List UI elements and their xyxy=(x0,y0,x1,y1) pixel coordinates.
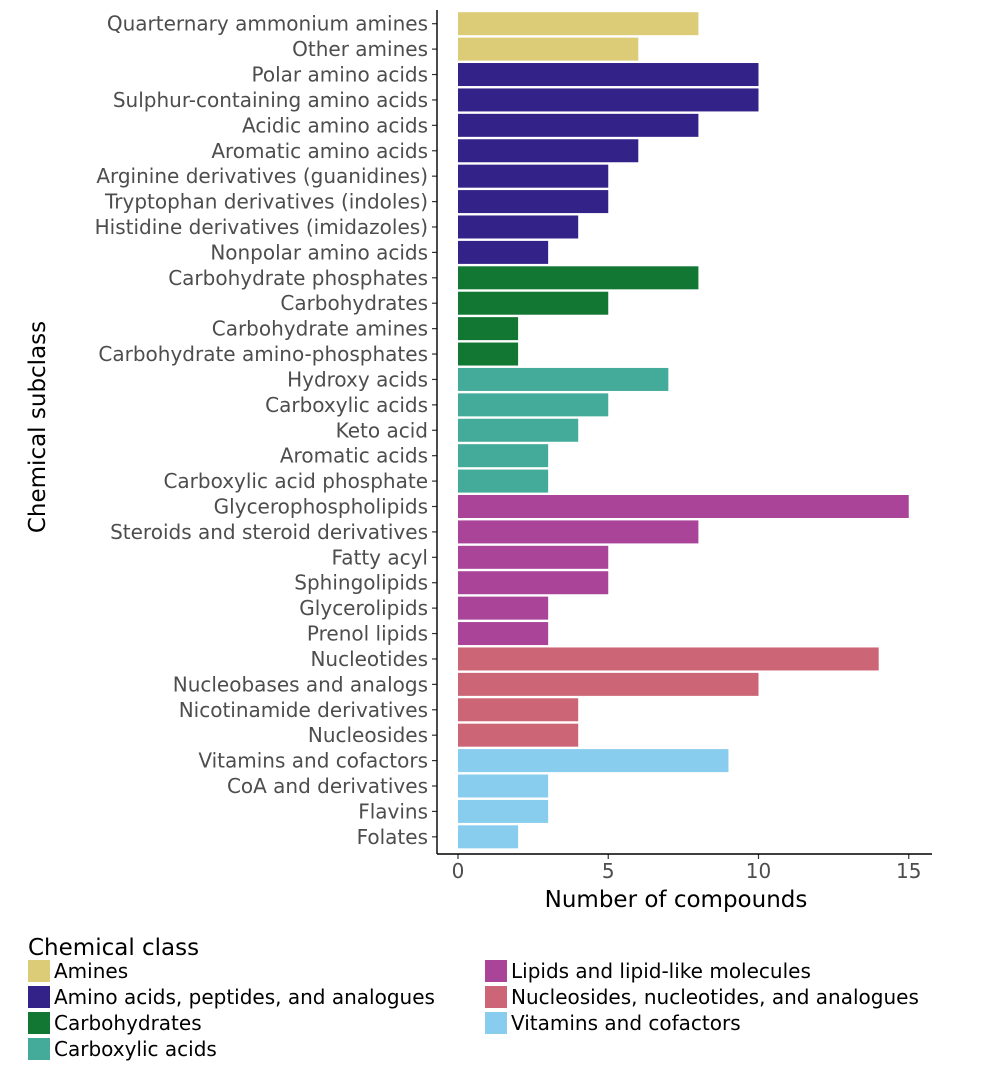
y-tick-label: Carboxylic acid phosphate xyxy=(163,469,428,493)
bar xyxy=(458,723,579,747)
bar xyxy=(458,240,549,264)
y-tick-label: Vitamins and cofactors xyxy=(198,749,428,773)
y-tick-label: CoA and derivatives xyxy=(227,774,428,798)
bar xyxy=(458,647,879,671)
bar xyxy=(458,164,609,188)
y-tick-label: Other amines xyxy=(292,37,428,61)
x-axis-title: Number of compounds xyxy=(545,887,808,913)
y-tick-label: Aromatic amino acids xyxy=(211,139,428,163)
legend-swatch xyxy=(28,1012,50,1034)
bar xyxy=(458,444,549,468)
legend-swatch xyxy=(28,960,50,982)
y-tick-label: Nonpolar amino acids xyxy=(210,240,428,264)
y-tick-label: Carbohydrate amines xyxy=(212,317,428,341)
y-tick-label: Carbohydrate amino-phosphates xyxy=(98,342,428,366)
x-axis: 0 5 10 15 xyxy=(452,854,921,883)
bar xyxy=(458,37,639,61)
y-tick-label: Carbohydrates xyxy=(280,291,428,315)
bars xyxy=(458,12,909,849)
legend-label: Carboxylic acids xyxy=(54,1037,217,1061)
bar xyxy=(458,596,549,620)
y-tick-label: Glycerolipids xyxy=(299,596,428,620)
bar xyxy=(458,367,669,391)
bar xyxy=(458,12,699,36)
bar xyxy=(458,342,519,366)
y-axis-title: Chemical subclass xyxy=(25,321,51,533)
y-tick-label: Sphingolipids xyxy=(294,571,428,595)
y-tick-label: Glycerophospholipids xyxy=(214,495,428,519)
bar xyxy=(458,749,729,773)
bar xyxy=(458,520,699,544)
legend-label: Vitamins and cofactors xyxy=(511,1011,741,1035)
legend-label: Amino acids, peptides, and analogues xyxy=(54,985,435,1009)
bar xyxy=(458,215,579,239)
y-tick-label: Carbohydrate phosphates xyxy=(168,266,428,290)
legend-label: Amines xyxy=(54,959,128,983)
bar xyxy=(458,63,759,87)
y-tick-label: Aromatic acids xyxy=(280,444,428,468)
y-tick-label: Acidic amino acids xyxy=(242,113,428,137)
y-tick-label: Flavins xyxy=(358,799,428,823)
x-tick-label: 15 xyxy=(896,859,921,883)
x-tick-label: 5 xyxy=(602,859,615,883)
legend-swatch xyxy=(28,986,50,1008)
y-tick-label: Keto acid xyxy=(336,418,428,442)
x-tick-label: 0 xyxy=(452,859,465,883)
bar xyxy=(458,698,579,722)
y-tick-label: Quarternary ammonium amines xyxy=(107,12,428,36)
bar xyxy=(458,495,909,518)
bar xyxy=(458,88,759,112)
y-tick-label: Nucleobases and analogs xyxy=(173,672,428,696)
y-tick-label: Polar amino acids xyxy=(252,63,428,87)
bar xyxy=(458,622,549,646)
legend-swatch xyxy=(485,960,507,982)
bar xyxy=(458,672,759,696)
bar xyxy=(458,571,609,595)
y-tick-label: Hydroxy acids xyxy=(287,367,428,391)
bar xyxy=(458,291,609,315)
bar xyxy=(458,317,519,341)
y-tick-label: Nicotinamide derivatives xyxy=(179,698,428,722)
bar xyxy=(458,774,549,798)
y-tick-label: Fatty acyl xyxy=(332,545,428,569)
bar xyxy=(458,139,639,163)
bar xyxy=(458,113,699,137)
y-tick-label: Sulphur-containing amino acids xyxy=(113,88,428,112)
y-tick-label: Nucleotides xyxy=(310,647,428,671)
y-tick-label: Prenol lipids xyxy=(307,622,428,646)
bar xyxy=(458,393,609,417)
bar xyxy=(458,825,519,849)
x-tick-label: 10 xyxy=(746,859,771,883)
bar xyxy=(458,418,579,442)
y-tick-label: Carboxylic acids xyxy=(265,393,428,417)
legend-label: Carbohydrates xyxy=(54,1011,202,1035)
bar xyxy=(458,266,699,290)
y-tick-label: Steroids and steroid derivatives xyxy=(110,520,428,544)
y-tick-label: Nucleosides xyxy=(308,723,428,747)
legend-swatch xyxy=(485,986,507,1008)
bar xyxy=(458,469,549,493)
legend-label: Nucleosides, nucleotides, and analogues xyxy=(511,985,919,1009)
legend-label: Lipids and lipid-like molecules xyxy=(511,959,811,983)
y-tick-label: Arginine derivatives (guanidines) xyxy=(96,164,428,188)
legend-title: Chemical class xyxy=(28,935,199,961)
y-tick-label: Tryptophan derivatives (indoles) xyxy=(104,190,428,214)
legend-swatch xyxy=(28,1038,50,1060)
legend-swatch xyxy=(485,1012,507,1034)
bar xyxy=(458,545,609,569)
bar xyxy=(458,190,609,214)
y-tick-label: Folates xyxy=(357,825,428,849)
bar xyxy=(458,799,549,823)
y-tick-label: Histidine derivatives (imidazoles) xyxy=(95,215,428,239)
